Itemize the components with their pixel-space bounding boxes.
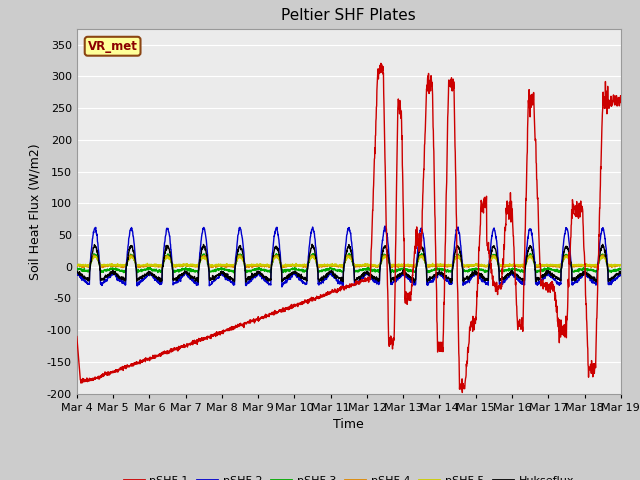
Text: VR_met: VR_met (88, 40, 138, 53)
Y-axis label: Soil Heat Flux (W/m2): Soil Heat Flux (W/m2) (28, 143, 41, 279)
X-axis label: Time: Time (333, 418, 364, 431)
Title: Peltier SHF Plates: Peltier SHF Plates (282, 9, 416, 24)
Legend: pSHF 1, pSHF 2, pSHF 3, pSHF 4, pSHF 5, Hukseflux: pSHF 1, pSHF 2, pSHF 3, pSHF 4, pSHF 5, … (119, 471, 579, 480)
